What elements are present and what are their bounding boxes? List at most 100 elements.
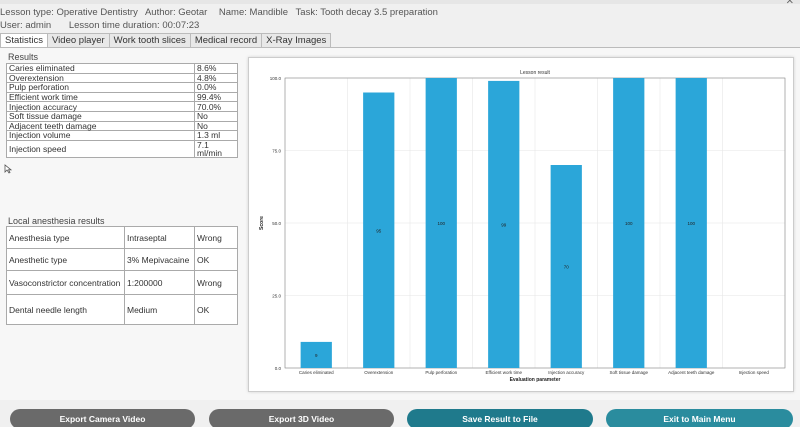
bar-value-label: 99 xyxy=(501,222,507,227)
result-value: 70.0% xyxy=(194,101,238,112)
chart-title: Lesson result xyxy=(520,70,550,76)
result-value: 99.4% xyxy=(194,91,238,103)
duration-label: Lesson time duration: 00:07:23 xyxy=(68,20,200,31)
bar-value-label: 95 xyxy=(376,228,382,233)
anesthesia-status: Wrong xyxy=(194,226,238,249)
result-value: 0.0% xyxy=(194,82,238,93)
results-table: Caries eliminated 8.6% Overextension 4.8% Pu… xyxy=(6,63,238,158)
chart-canvas: 0.0 25.0 50.0 75.0 100.0 9 Caries eliminated 95… xyxy=(259,70,786,383)
y-tick-label: 25.0 xyxy=(272,294,281,299)
result-parameter: Injection speed xyxy=(6,139,195,158)
result-parameter: Injection accuracy xyxy=(6,101,195,112)
mouse-cursor-icon xyxy=(4,164,13,176)
anesthesia-value: Intraseptal xyxy=(124,226,195,249)
tab-statistics[interactable]: Statistics xyxy=(0,33,49,48)
anesthesia-value: Medium xyxy=(124,294,195,325)
bar-value-label: 100 xyxy=(625,221,633,226)
result-value: 7.1 ml/min xyxy=(194,139,238,158)
y-tick-label: 50.0 xyxy=(272,221,281,226)
x-tick-label: Overextension xyxy=(364,370,394,375)
plot-frame xyxy=(284,77,786,369)
anesthesia-row: Anesthetic type 3% Mepivacaine OK xyxy=(6,248,238,271)
x-tick-label: Adjacent teeth damage xyxy=(668,370,715,375)
result-parameter: Soft tissue damage xyxy=(6,110,195,122)
anesthesia-status: OK xyxy=(194,294,238,325)
tab-xray-images[interactable]: X-Ray Images xyxy=(261,33,332,48)
anesthesia-table: Anesthesia type Intraseptal Wrong Anestheti… xyxy=(6,226,238,325)
lesson-task: Task: Tooth decay 3.5 preparation xyxy=(295,7,438,18)
results-title: Results xyxy=(8,52,39,62)
lesson-type: Lesson type: Operative Dentistry xyxy=(0,7,138,18)
anesthesia-value: 1:200000 xyxy=(124,270,195,295)
results-row: Overextension 4.8% xyxy=(6,72,238,84)
result-value: 4.8% xyxy=(194,72,238,84)
bar xyxy=(363,92,395,368)
bar xyxy=(613,78,645,368)
results-row: Injection accuracy 70.0% xyxy=(6,101,238,112)
session-info: User: admin Lesson time duration: 00:07:… xyxy=(0,20,204,31)
anesthesia-value: 3% Mepivacaine xyxy=(124,248,195,271)
export-3d-video-button[interactable]: Export 3D Video xyxy=(209,409,394,427)
results-row: Efficient work time 99.4% xyxy=(6,91,238,103)
anesthesia-parameter: Anesthetic type xyxy=(6,248,125,271)
y-axis-label: Score xyxy=(259,216,265,230)
tab-work-tooth-slices[interactable]: Work tooth slices xyxy=(108,33,191,48)
anesthesia-status: Wrong xyxy=(194,270,238,295)
result-parameter: Injection volume xyxy=(6,130,195,141)
title-bar xyxy=(0,0,800,4)
x-axis-label: Evaluation parameter xyxy=(510,377,561,383)
result-value: 8.6% xyxy=(194,63,238,74)
results-row: Adjacent teeth damage No xyxy=(6,120,238,132)
anesthesia-parameter: Anesthesia type xyxy=(6,226,125,249)
results-row: Injection volume 1.3 ml xyxy=(6,130,238,141)
x-tick-label: Injection accuracy xyxy=(548,370,585,375)
lesson-author: Author: Geotar xyxy=(144,7,208,18)
result-value: 1.3 ml xyxy=(194,130,238,141)
anesthesia-parameter: Vasoconstrictor concentration xyxy=(6,270,125,295)
result-parameter: Efficient work time xyxy=(6,91,195,103)
y-tick-label: 100.0 xyxy=(270,76,282,81)
anesthesia-row: Anesthesia type Intraseptal Wrong xyxy=(6,226,238,249)
x-tick-label: Pulp perforation xyxy=(425,370,457,375)
anesthesia-row: Vasoconstrictor concentration 1:200000 Wro… xyxy=(6,270,238,295)
bar xyxy=(300,341,332,368)
y-tick-label: 0.0 xyxy=(275,366,282,371)
tab-video-player[interactable]: Video player xyxy=(47,33,110,48)
bar-value-label: 100 xyxy=(687,221,695,226)
y-tick-label: 75.0 xyxy=(272,149,281,154)
results-row: Injection speed 7.1 ml/min xyxy=(6,139,238,158)
x-tick-label: Caries eliminated xyxy=(299,370,334,375)
bar-value-label: 70 xyxy=(564,265,570,270)
x-tick-label: Soft tissue damage xyxy=(609,370,648,375)
result-parameter: Pulp perforation xyxy=(6,82,195,93)
anesthesia-parameter: Dental needle length xyxy=(6,294,125,325)
anesthesia-title: Local anesthesia results xyxy=(8,216,105,226)
result-parameter: Overextension xyxy=(6,72,195,84)
result-parameter: Adjacent teeth damage xyxy=(6,120,195,132)
save-result-button[interactable]: Save Result to File xyxy=(407,409,593,427)
anesthesia-row: Dental needle length Medium OK xyxy=(6,294,238,325)
bar xyxy=(550,165,582,368)
export-camera-video-button[interactable]: Export Camera Video xyxy=(10,409,195,427)
bar-value-label: 9 xyxy=(315,353,318,358)
result-value: No xyxy=(194,110,238,122)
results-row: Pulp perforation 0.0% xyxy=(6,82,238,93)
anesthesia-status: OK xyxy=(194,248,238,271)
tab-bar: Statistics Video player Work tooth slice… xyxy=(0,33,332,48)
bar xyxy=(425,78,457,368)
close-icon[interactable]: ✕ xyxy=(785,0,794,7)
user-label: User: admin xyxy=(0,20,52,31)
x-tick-label: Efficient work time xyxy=(486,370,523,375)
exit-main-menu-button[interactable]: Exit to Main Menu xyxy=(606,409,793,427)
tab-medical-record[interactable]: Medical record xyxy=(189,33,263,48)
results-row: Caries eliminated 8.6% xyxy=(6,63,238,74)
bar-value-label: 100 xyxy=(437,221,445,226)
lesson-result-chart: 0.0 25.0 50.0 75.0 100.0 9 Caries eliminated 95… xyxy=(248,57,794,392)
bar xyxy=(488,80,520,369)
bar xyxy=(675,78,707,368)
result-parameter: Caries eliminated xyxy=(6,63,195,74)
x-tick-label: Injection speed xyxy=(739,370,770,375)
result-value: No xyxy=(194,120,238,132)
lesson-name: Name: Mandible xyxy=(218,7,289,18)
lesson-info: Lesson type: Operative Dentistry Author:… xyxy=(0,7,443,18)
